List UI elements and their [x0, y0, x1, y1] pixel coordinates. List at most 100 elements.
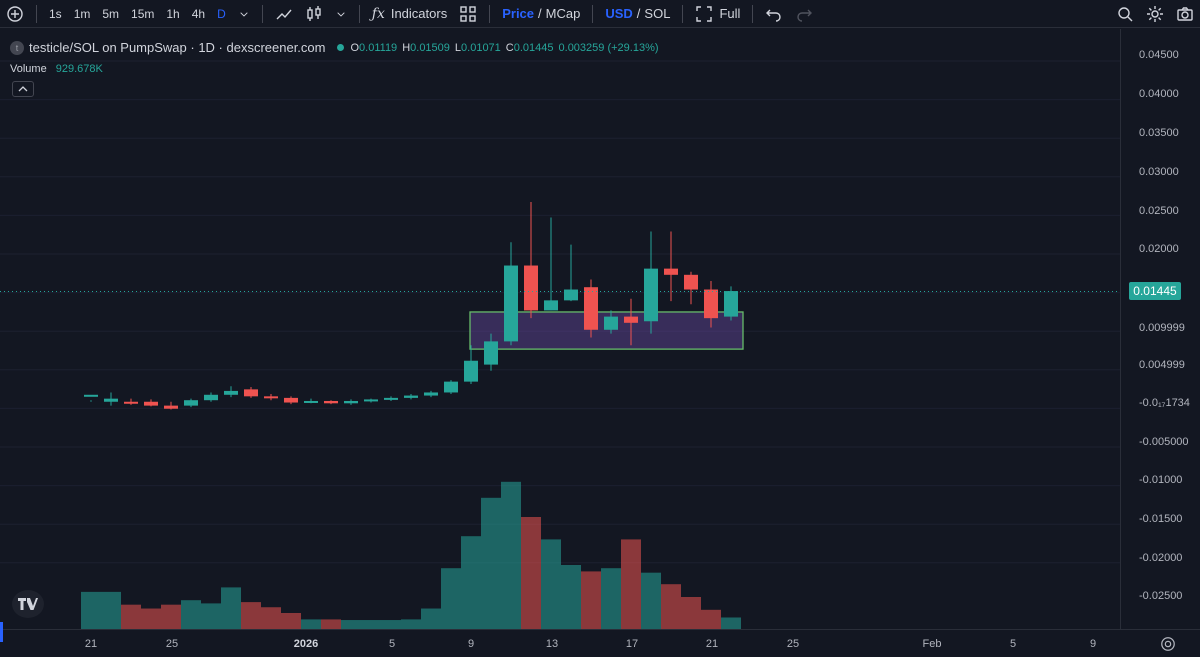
volume-bar — [341, 620, 361, 629]
selection-indicator — [0, 622, 3, 642]
candle-body — [604, 316, 618, 330]
candle-body — [624, 316, 638, 323]
fullscreen-icon — [696, 5, 713, 22]
price-tick-label: -0.02000 — [1139, 552, 1183, 564]
fx-icon: ƒx — [371, 5, 385, 22]
candle-body — [264, 396, 278, 399]
volume-bar — [501, 481, 521, 629]
line-chart-icon — [276, 9, 292, 19]
volume-bar — [361, 620, 381, 629]
chevron-down-icon — [337, 11, 345, 17]
volume-bar — [721, 617, 741, 629]
volume-value: 929.678K — [55, 63, 103, 75]
usd-sol-toggle[interactable]: USD / SOL — [599, 2, 676, 26]
indicators-label: Indicators — [390, 6, 448, 21]
candle-body — [324, 400, 338, 404]
volume-bar — [181, 600, 201, 629]
volume-bar — [321, 619, 341, 629]
time-tick-label: 5 — [1009, 638, 1017, 650]
volume-bar — [261, 607, 281, 629]
time-tick-label: 2026 — [293, 638, 319, 650]
undo-button[interactable] — [759, 2, 789, 26]
candle-body — [704, 289, 718, 319]
collapse-legend-button[interactable] — [12, 81, 34, 97]
toggle-slash: / — [538, 6, 542, 21]
candle-body — [124, 401, 138, 404]
price-tick-label: -0.0₁₇1734 — [1139, 397, 1190, 409]
zoom-button[interactable] — [1110, 2, 1140, 26]
price-tick-label: 0.02000 — [1139, 243, 1179, 255]
volume-bar — [681, 597, 701, 629]
interval-1s[interactable]: 1s — [49, 6, 62, 21]
symbol-logo-icon: t — [10, 40, 24, 55]
candle-body — [684, 274, 698, 290]
magnifier-icon — [1118, 6, 1133, 21]
redo-icon — [797, 9, 813, 22]
interval-group: 1s 1m 5m 15m 1h 4h D — [43, 2, 232, 26]
volume-bar — [621, 539, 641, 629]
candle-body — [644, 268, 658, 322]
interval-d[interactable]: D — [217, 6, 226, 21]
layouts-button[interactable] — [453, 2, 483, 26]
time-scale[interactable]: 21 25 2026 5 9 13 17 21 25 Feb 5 9 — [0, 629, 1200, 657]
redo-button[interactable] — [789, 2, 819, 26]
volume-bar — [641, 572, 661, 629]
price-scale[interactable]: 0.04500 0.04000 0.03500 0.03000 0.02500 0.020… — [1120, 29, 1200, 629]
settings-button[interactable] — [1140, 2, 1170, 26]
price-tick-label: 0.009999 — [1139, 322, 1185, 334]
time-tick-label: 9 — [467, 638, 475, 650]
volume-bar — [241, 602, 261, 629]
add-symbol-button[interactable] — [0, 2, 30, 26]
price-tick-label: -0.02500 — [1139, 590, 1183, 602]
line-chart-button[interactable] — [269, 2, 299, 26]
interval-4h[interactable]: 4h — [191, 6, 206, 21]
toolbar-divider — [489, 4, 491, 23]
chart-type-dropdown-button[interactable] — [329, 2, 353, 26]
sol-option: SOL — [644, 6, 671, 21]
candle-body — [144, 401, 158, 406]
fullscreen-button[interactable]: Full — [689, 2, 746, 26]
volume-bar — [541, 539, 561, 629]
candle-body — [584, 287, 598, 330]
interval-5m[interactable]: 5m — [102, 6, 120, 21]
toolbar-divider — [752, 4, 754, 23]
indicators-button[interactable]: ƒx Indicators — [366, 2, 453, 26]
volume-bar — [141, 608, 161, 629]
volume-bar — [521, 517, 541, 629]
time-tick-label: 5 — [388, 638, 396, 650]
volume-bar — [161, 604, 181, 629]
volume-label: Volume — [10, 63, 47, 75]
screenshot-button[interactable] — [1170, 2, 1200, 26]
candle-body — [444, 381, 458, 393]
candle-body — [344, 400, 358, 404]
volume-bar — [221, 587, 241, 629]
full-label: Full — [719, 6, 741, 21]
toolbar-divider — [261, 4, 263, 23]
price-tick-label: 0.02500 — [1139, 205, 1179, 217]
time-tick-label: 25 — [165, 638, 179, 650]
interval-1m[interactable]: 1m — [73, 6, 91, 21]
volume-bar — [121, 604, 141, 629]
tradingview-logo[interactable] — [12, 590, 44, 618]
candle-body — [424, 392, 438, 396]
volume-bar — [701, 609, 721, 629]
candle-body — [544, 300, 558, 311]
candle-chart-button[interactable] — [299, 2, 329, 26]
interval-dropdown-button[interactable] — [232, 2, 256, 26]
interval-1h[interactable]: 1h — [166, 6, 180, 21]
volume-bar — [81, 591, 101, 629]
price-mcap-toggle[interactable]: Price / MCap — [496, 2, 586, 26]
chart-legend: t testicle/SOL on PumpSwap · 1D · dexscr… — [10, 40, 664, 55]
price-tick-label: 0.004999 — [1139, 359, 1185, 371]
toolbar-divider — [682, 4, 684, 23]
gear-icon[interactable] — [1160, 636, 1176, 652]
price-tick-label: 0.04500 — [1139, 49, 1179, 61]
candle-body — [244, 389, 258, 397]
volume-bar — [561, 565, 581, 629]
price-tick-label: -0.005000 — [1139, 436, 1189, 448]
candle-body — [504, 265, 518, 342]
toggle-slash: / — [636, 6, 641, 21]
price-chart[interactable] — [0, 29, 1120, 629]
interval-15m[interactable]: 15m — [131, 6, 155, 21]
price-tick-label: -0.01500 — [1139, 513, 1183, 525]
